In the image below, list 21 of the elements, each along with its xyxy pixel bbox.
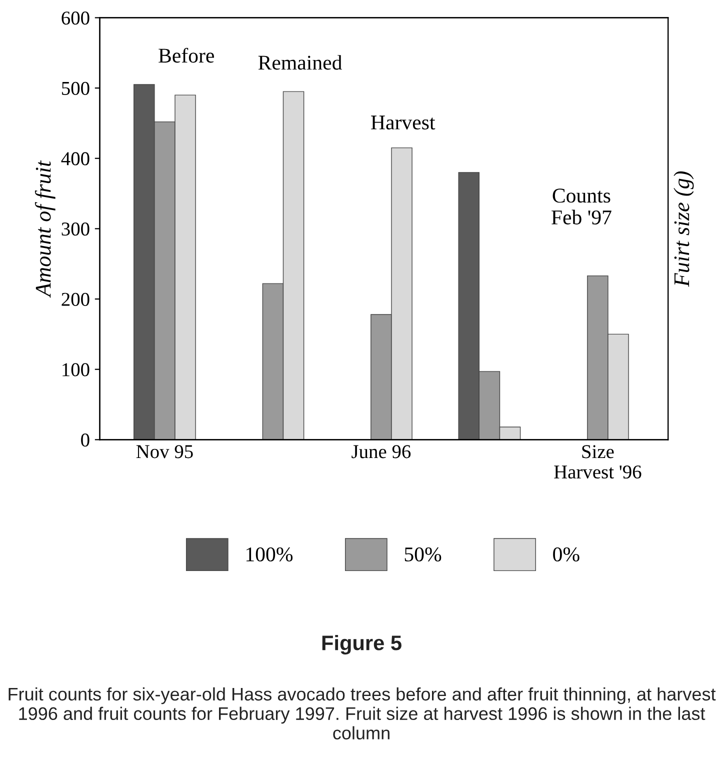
y-tick-label: 400 [61, 152, 90, 166]
y-tick-label: 200 [62, 292, 90, 306]
annotation: Harvest [371, 116, 436, 130]
y-axis-title: Amount of fruit [34, 160, 56, 298]
y-tick-label: 500 [62, 82, 90, 95]
text: Fruit counts for six-year-old Hass avocado trees before and after fruit thinning, at harvest 1996 and fruit counts for February 1997. Fruit size at harvest 1996 is shown in the last column [8, 687, 716, 740]
x-tick-label: Size Harvest '96 [554, 445, 642, 479]
legend-label: 0% [553, 547, 580, 562]
text: Figure 5 [322, 634, 402, 654]
annotation: Remained [258, 55, 342, 70]
y2-axis-title: Fuirt size (g) [674, 171, 694, 287]
y-tick-label: 100 [62, 363, 90, 376]
x-tick-label: Nov 95 [136, 445, 193, 458]
y-tick-label: 600 [62, 12, 90, 25]
legend-label: 100% [246, 547, 293, 562]
y-tick-label: 300 [62, 222, 90, 236]
y-tick-label: 0 [81, 433, 90, 447]
legend-label: 50% [404, 547, 442, 562]
annotation: Before [158, 48, 214, 63]
x-tick-label: June 96 [352, 445, 411, 458]
annotation: Counts Feb '97 [552, 188, 612, 224]
